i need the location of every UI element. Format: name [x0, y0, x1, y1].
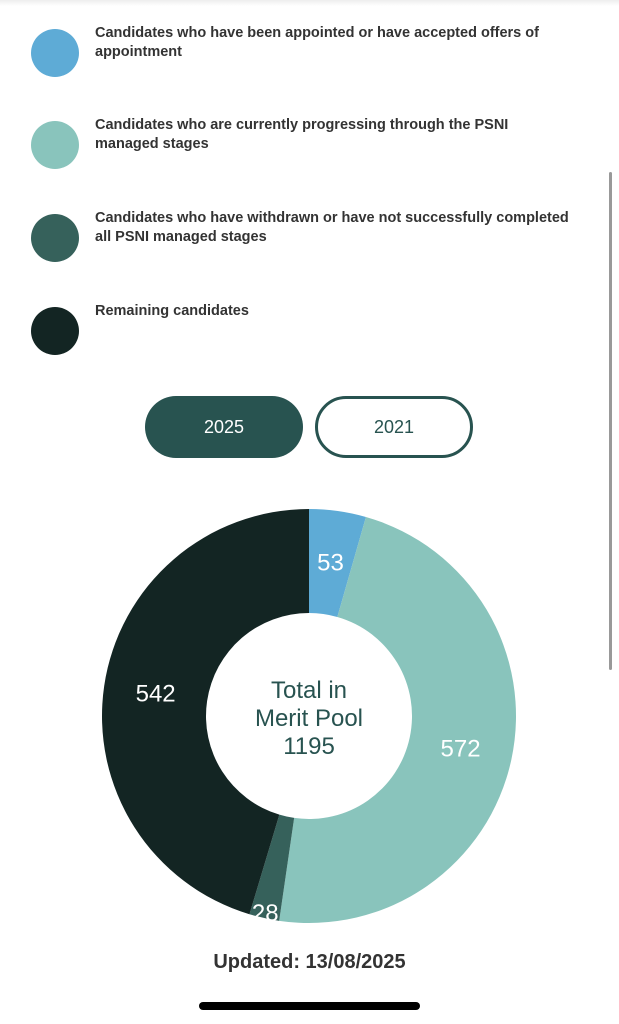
center-text: Total in — [271, 677, 347, 704]
data-label: 28 — [252, 900, 279, 927]
legend-label: Candidates who have withdrawn or have no… — [95, 210, 569, 245]
data-label: 572 — [441, 736, 481, 763]
updated-date: Updated: 13/08/2025 — [213, 951, 406, 973]
legend-label: Candidates who have been appointed or ha… — [95, 25, 539, 60]
legend-swatch — [31, 29, 79, 77]
legend-label: Remaining candidates — [95, 303, 249, 319]
data-label: 53 — [317, 550, 344, 577]
donut-slice-1[interactable] — [279, 516, 517, 923]
top-shadow — [0, 0, 619, 6]
home-indicator[interactable] — [199, 1002, 420, 1010]
center-text: Merit Pool — [255, 705, 363, 732]
data-label: 542 — [136, 680, 176, 707]
donut-slice-0[interactable] — [309, 509, 366, 617]
year-2021-button[interactable]: 2021 — [315, 396, 473, 458]
donut-slice-2[interactable] — [249, 814, 295, 921]
legend-swatch — [31, 214, 79, 262]
scrollbar[interactable] — [609, 172, 612, 670]
legend-swatch — [31, 307, 79, 355]
donut-slice-3[interactable] — [102, 509, 309, 915]
legend-swatch — [31, 121, 79, 169]
year-2025-button[interactable]: 2025 — [145, 396, 303, 458]
center-text: 1195 — [283, 733, 335, 760]
legend-label: Candidates who are currently progressing… — [95, 117, 509, 152]
